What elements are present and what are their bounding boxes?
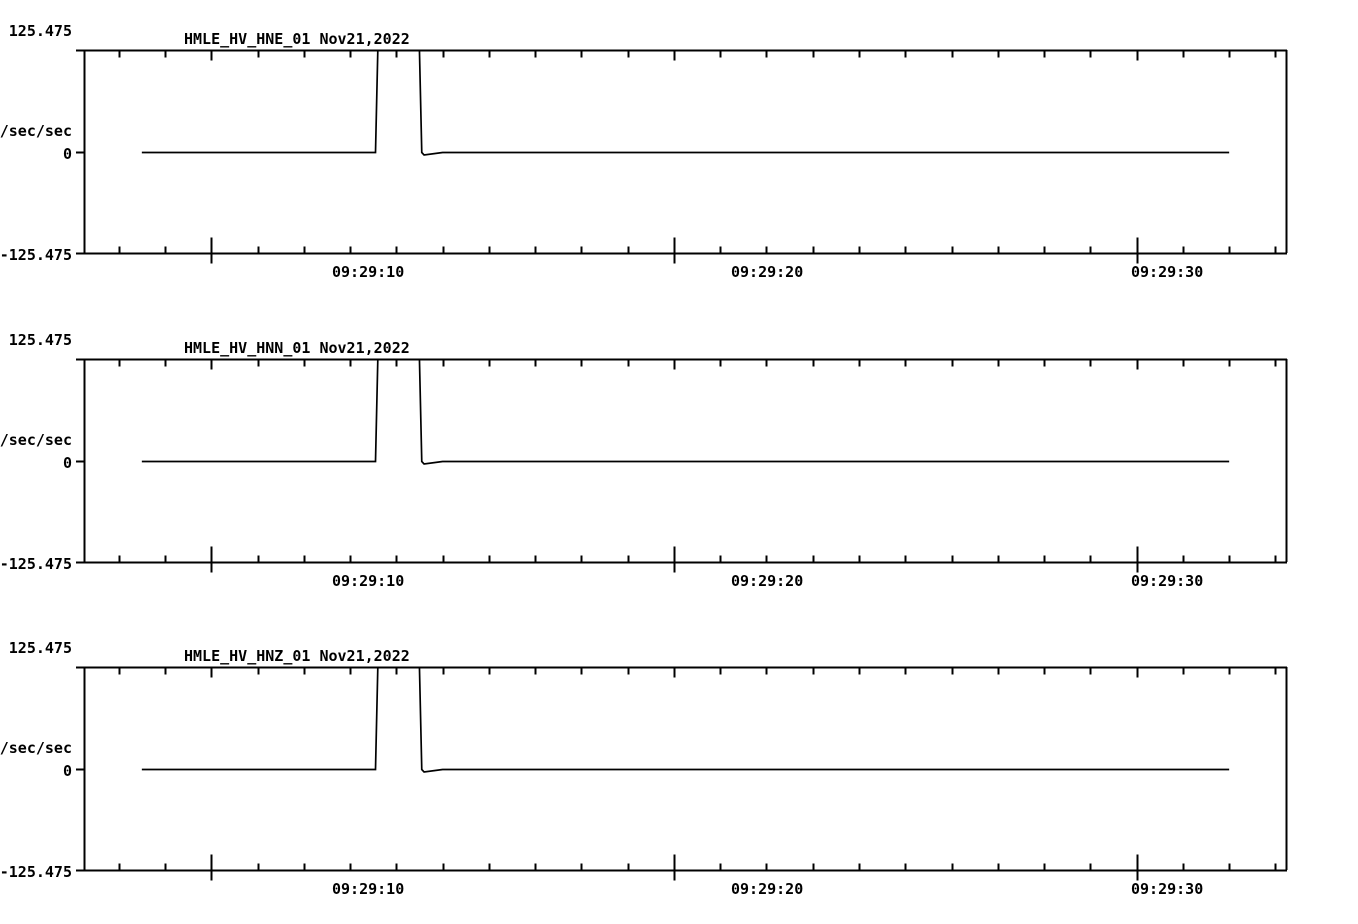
panel-plot-area-hnn: 125.475 cm/sec/sec 0 -125.475 HMLE_HV_HN… xyxy=(0,331,1288,590)
y-axis-ticks xyxy=(76,49,84,255)
y-axis-max-label: 125.475 xyxy=(9,331,72,349)
x-tick-label-3: 09:29:30 xyxy=(1131,263,1203,281)
y-axis-min-label: -125.475 xyxy=(0,246,72,264)
x-tick-label-3: 09:29:30 xyxy=(1131,880,1203,898)
waveform-trace-hne xyxy=(141,49,1230,156)
y-axis-min-label: -125.475 xyxy=(0,555,72,573)
waveform-panel-hnz: 125.475 cm/sec/sec 0 -125.475 HMLE_HV_HN… xyxy=(0,617,1358,924)
x-tick-label-1: 09:29:10 xyxy=(332,880,404,898)
x-axis-ticks-top xyxy=(118,359,1277,370)
waveform-trace-hnn xyxy=(141,358,1230,465)
y-axis-ticks xyxy=(76,358,84,564)
x-axis-ticks-top xyxy=(118,667,1277,678)
x-tick-label-2: 09:29:20 xyxy=(731,572,803,590)
panel-title-hnn: HMLE_HV_HNN_01 Nov21,2022 xyxy=(184,339,410,357)
panel-plot-area-hnz: 125.475 cm/sec/sec 0 -125.475 HMLE_HV_HN… xyxy=(0,639,1288,898)
panel-plot-area-hne: 125.475 cm/sec/sec 0 -125.475 HMLE_HV_HN… xyxy=(0,22,1288,281)
y-axis-max-label: 125.475 xyxy=(9,22,72,40)
y-axis-max-label: 125.475 xyxy=(9,639,72,657)
y-axis-unit-label: cm/sec/sec xyxy=(0,739,72,757)
panel-title-hnz: HMLE_HV_HNZ_01 Nov21,2022 xyxy=(184,647,410,665)
y-axis-min-label: -125.475 xyxy=(0,863,72,881)
waveform-trace-hnz xyxy=(141,666,1230,773)
y-axis-unit-label: cm/sec/sec xyxy=(0,122,72,140)
x-axis-ticks-bottom xyxy=(118,237,1277,264)
waveform-panel-hnn: 125.475 cm/sec/sec 0 -125.475 HMLE_HV_HN… xyxy=(0,309,1358,609)
x-axis-ticks-bottom xyxy=(118,854,1277,881)
plot-frame xyxy=(83,49,1288,255)
x-axis-ticks-bottom xyxy=(118,546,1277,573)
x-tick-label-1: 09:29:10 xyxy=(332,263,404,281)
x-tick-label-2: 09:29:20 xyxy=(731,263,803,281)
plot-frame xyxy=(83,358,1288,564)
plot-frame xyxy=(83,666,1288,872)
y-axis-ticks xyxy=(76,666,84,872)
x-axis-ticks-top xyxy=(118,50,1277,61)
y-axis-zero-label: 0 xyxy=(63,762,72,780)
y-axis-unit-label: cm/sec/sec xyxy=(0,431,72,449)
panel-title-hne: HMLE_HV_HNE_01 Nov21,2022 xyxy=(184,30,410,48)
y-axis-zero-label: 0 xyxy=(63,454,72,472)
x-tick-label-2: 09:29:20 xyxy=(731,880,803,898)
waveform-panel-hne: 125.475 cm/sec/sec 0 -125.475 HMLE_HV_HN… xyxy=(0,0,1358,300)
x-tick-label-1: 09:29:10 xyxy=(332,572,404,590)
x-tick-label-3: 09:29:30 xyxy=(1131,572,1203,590)
y-axis-zero-label: 0 xyxy=(63,145,72,163)
